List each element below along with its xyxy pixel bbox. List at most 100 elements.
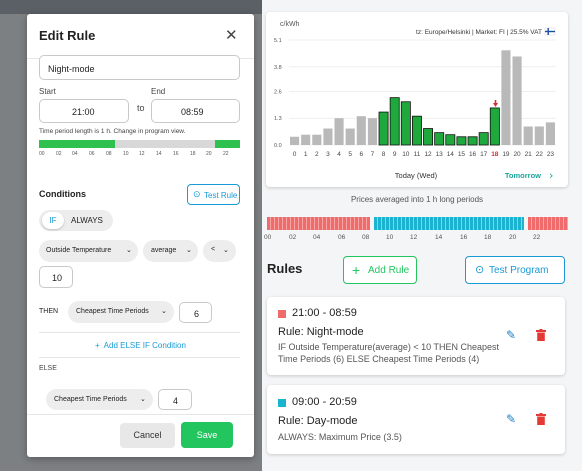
start-time-input[interactable]: 21:00 — [39, 99, 129, 123]
timebar-tick: 12 — [139, 151, 145, 157]
price-bar[interactable] — [423, 128, 434, 146]
timebar-active-morning — [39, 140, 115, 148]
price-bar[interactable] — [545, 122, 555, 145]
tomorrow-link[interactable]: Tomorrow — [505, 171, 541, 180]
price-bar[interactable] — [323, 128, 333, 145]
rule-description: ALWAYS: Maximum Price (3.5) — [278, 432, 402, 442]
then-action-select[interactable]: Cheapest Time Periods ⌄ — [68, 301, 174, 323]
price-bar[interactable] — [467, 136, 478, 146]
price-bar[interactable] — [501, 50, 511, 146]
start-time-value: 21:00 — [72, 107, 95, 117]
end-label: End — [151, 87, 166, 96]
if-always-toggle[interactable]: IF ALWAYS — [39, 210, 113, 231]
condition-operator-select[interactable]: < ⌄ — [203, 240, 236, 262]
timebar-active-evening — [215, 140, 240, 148]
else-value-input[interactable]: 4 — [158, 389, 192, 410]
backdrop-top — [0, 0, 262, 14]
timebar-tick: 06 — [89, 151, 95, 157]
price-bar[interactable] — [456, 136, 467, 146]
chevron-down-icon: ⌄ — [140, 396, 146, 403]
test-rule-button[interactable]: ⊙ Test Rule — [187, 184, 240, 205]
price-bar[interactable] — [512, 56, 522, 145]
delete-trash-icon[interactable] — [536, 329, 546, 341]
x-tick-label: 10 — [402, 151, 410, 158]
price-bar[interactable] — [345, 128, 355, 145]
else-action-select[interactable]: Cheapest Time Periods ⌄ — [46, 389, 153, 410]
price-bar[interactable] — [312, 134, 322, 145]
rule-description: IF Outside Temperature(average) < 10 THE… — [278, 342, 500, 364]
price-bar[interactable] — [290, 136, 300, 145]
y-axis-label: c/kWh — [280, 21, 300, 28]
delete-trash-icon[interactable] — [536, 413, 546, 425]
cancel-button[interactable]: Cancel — [120, 423, 175, 448]
timebar-tick: 14 — [156, 151, 162, 157]
save-button[interactable]: Save — [181, 422, 233, 448]
x-tick-label: 21 — [525, 151, 533, 158]
timebar-tick: 00 — [39, 151, 45, 157]
price-bar[interactable] — [434, 132, 445, 146]
plus-icon: + — [352, 262, 361, 278]
rule-time-bar — [39, 140, 240, 148]
add-rule-button[interactable]: + Add Rule — [343, 256, 417, 284]
program-tick: 00 — [264, 234, 272, 241]
rule-card-night-mode[interactable]: 21:00 - 08:59 Rule: Night-mode IF Outsid… — [267, 297, 565, 375]
program-tick: 20 — [509, 234, 517, 241]
add-else-if-button[interactable]: + Add ELSE IF Condition — [95, 341, 186, 350]
end-time-input[interactable]: 08:59 — [151, 99, 240, 123]
x-tick-label: 4 — [337, 151, 341, 158]
play-circle-icon: ⊙ — [193, 189, 201, 199]
rule-time: 21:00 - 08:59 — [292, 307, 357, 319]
then-action-value: Cheapest Time Periods — [76, 308, 149, 315]
program-segment-night — [267, 217, 370, 230]
close-icon[interactable]: ✕ — [225, 27, 238, 44]
edit-pencil-icon[interactable]: ✎ — [506, 328, 517, 342]
price-bar[interactable] — [534, 126, 544, 145]
condition-operator-value: < — [211, 246, 216, 253]
else-value: 4 — [173, 396, 179, 406]
price-bar[interactable] — [445, 134, 456, 146]
chart-header: tz: Europe/Helsinki | Market: FI | 25.5%… — [416, 29, 542, 36]
price-bar[interactable] — [367, 118, 377, 145]
rule-name-input[interactable]: Night-mode — [39, 55, 240, 80]
edit-pencil-icon[interactable]: ✎ — [506, 412, 517, 426]
rules-heading: Rules — [267, 261, 303, 276]
dialog-header: Edit Rule ✕ — [27, 14, 254, 59]
condition-source-select[interactable]: Outside Temperature ⌄ — [39, 240, 138, 262]
program-tick: 12 — [410, 234, 418, 241]
program-tick: 10 — [386, 234, 394, 241]
rule-card-day-mode[interactable]: 09:00 - 20:59 Rule: Day-mode ALWAYS: Max… — [267, 385, 565, 454]
x-tick-label: 8 — [382, 151, 386, 158]
test-program-button[interactable]: ⊙ Test Program — [465, 256, 565, 284]
then-label: THEN — [39, 308, 59, 315]
price-bar[interactable] — [523, 126, 533, 145]
price-bar[interactable] — [411, 115, 422, 146]
program-tick: 08 — [362, 234, 370, 241]
if-option[interactable]: IF — [42, 212, 64, 229]
to-label: to — [137, 103, 145, 113]
x-tick-label: 2 — [315, 151, 319, 158]
price-bar[interactable] — [356, 116, 366, 145]
test-rule-label: Test Rule — [204, 191, 238, 200]
always-option[interactable]: ALWAYS — [71, 216, 103, 225]
price-bar[interactable] — [489, 107, 500, 146]
price-bar[interactable] — [400, 101, 411, 146]
chevron-down-icon: ⌄ — [223, 247, 229, 254]
current-hour-arrow-icon — [493, 100, 498, 107]
x-tick-label: 17 — [480, 151, 488, 158]
condition-value-input[interactable]: 10 — [39, 266, 73, 288]
price-bar[interactable] — [389, 97, 400, 146]
period-hint: Time period length is 1 h. Change in pro… — [39, 128, 186, 135]
chevron-down-icon: ⌄ — [186, 247, 192, 254]
then-value-input[interactable]: 6 — [179, 302, 212, 323]
x-tick-label: 19 — [502, 151, 510, 158]
price-bar[interactable] — [478, 132, 489, 146]
x-tick-label: 22 — [536, 151, 544, 158]
price-bar[interactable] — [378, 111, 389, 146]
condition-aggregate-select[interactable]: average ⌄ — [143, 240, 198, 262]
x-tick-label: 20 — [513, 151, 521, 158]
price-bar[interactable] — [334, 118, 344, 145]
chevron-right-icon[interactable]: › — [549, 169, 553, 182]
rule-time: 09:00 - 20:59 — [292, 396, 357, 408]
add-rule-label: Add Rule — [368, 265, 410, 276]
price-bar[interactable] — [301, 134, 311, 145]
